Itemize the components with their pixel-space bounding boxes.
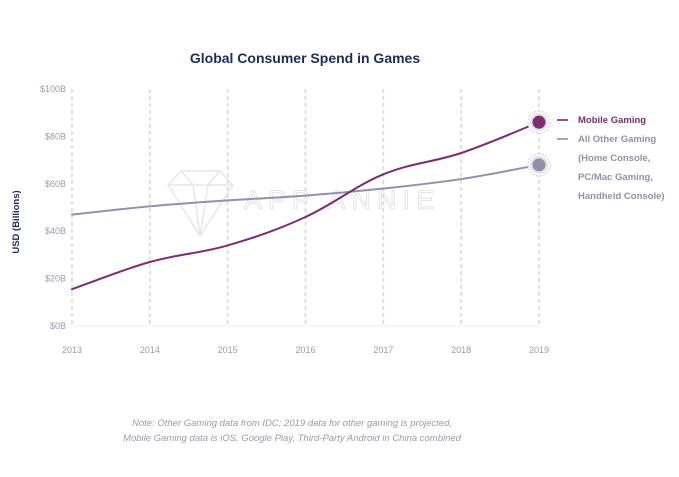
series-line-mobile-gaming — [71, 121, 540, 291]
y-tick-label: $80B — [45, 131, 66, 141]
x-tick-label: 2016 — [295, 345, 315, 355]
series-line-other-gaming — [71, 163, 540, 216]
footnote-line: Note: Other Gaming data from IDC; 2019 d… — [132, 418, 452, 429]
legend-label-other-line: Handheld Console) — [578, 191, 665, 202]
endpoint-markers — [527, 110, 551, 177]
x-tick-label: 2013 — [62, 345, 82, 355]
x-tick-label: 2017 — [373, 345, 393, 355]
watermark: APP ANNIE — [167, 170, 440, 238]
y-tick-label: $40B — [45, 226, 66, 236]
chart-title: Global Consumer Spend in Games — [190, 50, 420, 66]
y-axis-label: USD (Billions) — [11, 190, 22, 253]
x-tick-label: 2014 — [140, 345, 160, 355]
data-point-other-2019 — [532, 158, 546, 172]
diamond-logo-icon — [167, 170, 234, 238]
y-tick-label: $100B — [40, 84, 66, 94]
y-axis-ticks: $0B $20B $40B $60B $80B $100B — [40, 84, 66, 331]
x-tick-label: 2015 — [218, 345, 238, 355]
legend-label-other-line: All Other Gaming — [578, 134, 656, 145]
y-tick-label: $0B — [50, 321, 66, 331]
gridlines — [71, 89, 540, 327]
legend-label-mobile: Mobile Gaming — [578, 115, 646, 126]
series-lines — [71, 121, 540, 291]
watermark-text: APP ANNIE — [244, 185, 440, 215]
legend: Mobile Gaming All Other Gaming (Home Con… — [557, 115, 665, 202]
legend-label-other-line: PC/Mac Gaming, — [578, 172, 653, 183]
data-point-mobile-2019 — [532, 115, 546, 129]
x-tick-label: 2019 — [529, 345, 549, 355]
x-axis-ticks: 2013 2014 2015 2016 2017 2018 2019 — [62, 345, 549, 355]
y-tick-label: $20B — [45, 274, 66, 284]
footnote-line: Mobile Gaming data is iOS, Google Play, … — [123, 433, 461, 444]
x-tick-label: 2018 — [451, 345, 471, 355]
legend-label-other-line: (Home Console, — [578, 153, 650, 164]
y-tick-label: $60B — [45, 179, 66, 189]
